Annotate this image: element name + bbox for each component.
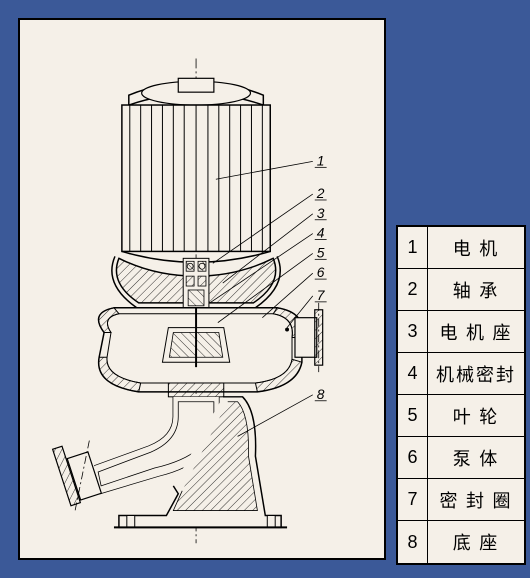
legend-label: 密 封 圈 (428, 479, 524, 520)
legend-row: 4机械密封 (398, 353, 524, 395)
callout-number: 5 (317, 244, 325, 260)
legend-label: 叶 轮 (428, 395, 524, 436)
legend-num: 6 (398, 437, 428, 478)
legend-row: 2轴 承 (398, 269, 524, 311)
legend-row: 3电 机 座 (398, 311, 524, 353)
legend-row: 8底 座 (398, 521, 524, 563)
legend-row: 1电 机 (398, 227, 524, 269)
callout-number: 8 (317, 386, 325, 402)
legend-num: 4 (398, 353, 428, 394)
legend-num: 5 (398, 395, 428, 436)
pump-section-drawing: 1 2 3 4 5 6 7 8 (20, 20, 384, 558)
legend-label: 底 座 (428, 521, 524, 563)
legend-label: 机械密封 (428, 353, 524, 394)
base (46, 397, 287, 528)
callout-number: 3 (317, 205, 325, 221)
callout-number: 6 (317, 264, 325, 280)
motor (122, 78, 270, 262)
callout-number: 1 (317, 152, 325, 168)
legend-row: 5叶 轮 (398, 395, 524, 437)
legend-label: 泵 体 (428, 437, 524, 478)
legend-table: 1电 机2轴 承3电 机 座4机械密封5叶 轮6泵 体7密 封 圈8底 座 (396, 225, 526, 565)
callout-number: 2 (316, 185, 325, 201)
motor-seat (112, 256, 280, 307)
legend-row: 7密 封 圈 (398, 479, 524, 521)
legend-label: 电 机 (428, 227, 524, 268)
legend-num: 3 (398, 311, 428, 352)
legend-label: 轴 承 (428, 269, 524, 310)
callout-number: 4 (317, 225, 325, 241)
legend-num: 1 (398, 227, 428, 268)
legend-num: 2 (398, 269, 428, 310)
legend-row: 6泵 体 (398, 437, 524, 479)
legend-num: 7 (398, 479, 428, 520)
legend-label: 电 机 座 (428, 311, 524, 352)
legend-num: 8 (398, 521, 428, 563)
callout-number: 7 (317, 287, 326, 303)
diagram-panel: 1 2 3 4 5 6 7 8 (18, 18, 386, 560)
pump-body (99, 303, 323, 397)
